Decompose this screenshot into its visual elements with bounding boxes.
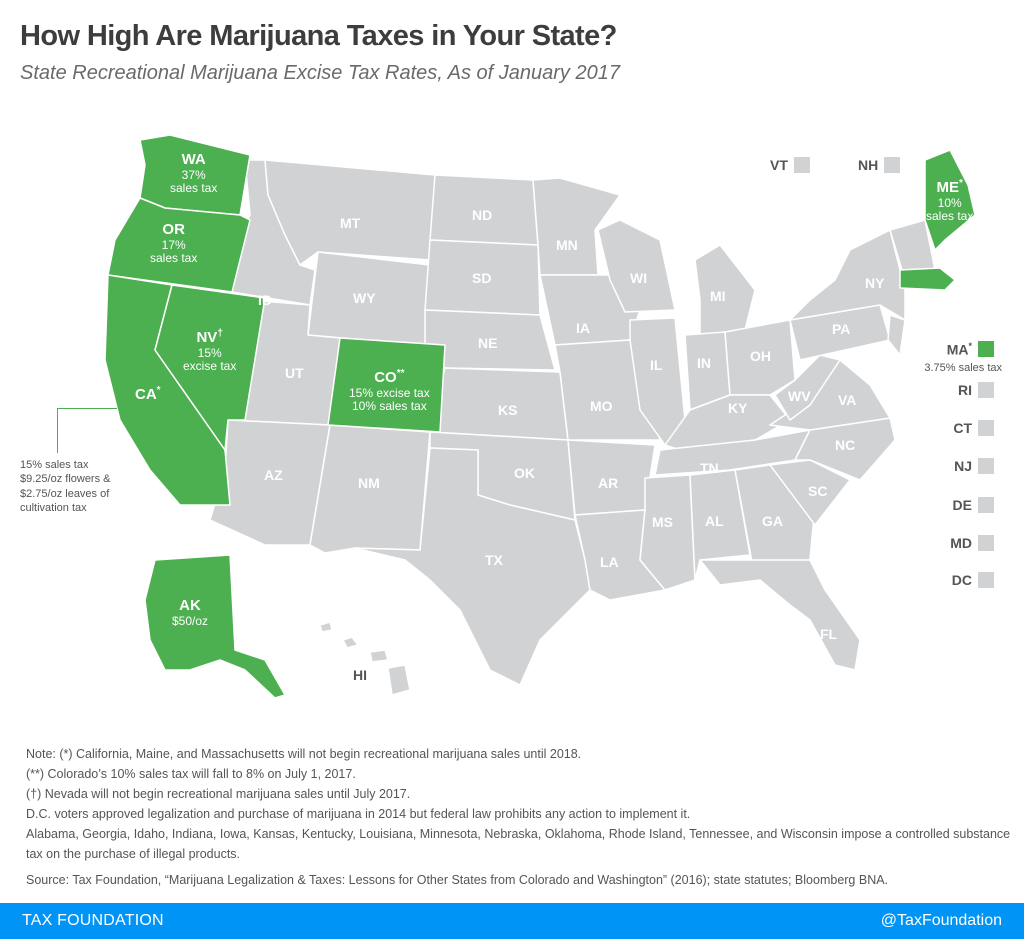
label-MO: MO [590, 398, 613, 414]
label-WY: WY [353, 290, 376, 306]
label-AR: AR [598, 475, 619, 491]
state-SC [769, 459, 851, 526]
state-NJ [887, 314, 906, 356]
swatch-MA [978, 341, 994, 358]
state-MA [899, 267, 956, 291]
label-VA: VA [838, 392, 857, 408]
swatch-CT [978, 420, 994, 436]
label-FL: FL [820, 626, 838, 642]
label-WV: WV [788, 388, 811, 404]
swatch-NJ [978, 458, 994, 474]
label-UT: UT [285, 365, 304, 381]
state-AK [144, 554, 286, 699]
twitter-handle[interactable]: @TaxFoundation [880, 912, 1002, 929]
ca-callout-line-vertical [57, 408, 58, 453]
label-OK: OK [514, 465, 535, 481]
legend-DE: DE [953, 497, 994, 513]
label-TN: TN [700, 460, 719, 476]
state-NV [154, 284, 266, 451]
legend-MD: MD [950, 535, 994, 551]
brand-name: TAX FOUNDATION [22, 912, 164, 929]
swatch-MD [978, 535, 994, 551]
label-NV: NV† 15% excise tax [183, 328, 237, 373]
note-controlled-substance: Alabama, Georgia, Idaho, Indiana, Iowa, … [26, 827, 1011, 861]
label-HI: HI [353, 667, 367, 683]
ca-callout-line [57, 408, 117, 409]
label-IL: IL [650, 357, 663, 373]
legend-VT: VT [770, 157, 810, 173]
legend-NH: NH [858, 157, 901, 173]
state-TX [354, 447, 591, 686]
swatch-NH [884, 157, 901, 173]
label-IN: IN [697, 355, 711, 371]
label-LA: LA [600, 554, 619, 570]
label-ID: ID [258, 292, 272, 308]
state-HI [319, 621, 411, 696]
state-NY [789, 229, 906, 321]
label-TX: TX [485, 552, 503, 568]
note-nv: (†) Nevada will not begin recreational m… [26, 787, 411, 801]
ca-callout: 15% sales tax $9.25/oz flowers & $2.75/o… [20, 459, 111, 514]
legend-MA: MA* [947, 341, 994, 358]
label-NY: NY [865, 275, 885, 291]
label-OR: OR 17% sales tax [150, 221, 198, 265]
source: Source: Tax Foundation, “Marijuana Legal… [26, 873, 889, 887]
state-OR [107, 197, 251, 293]
legend-DC: DC [952, 572, 994, 588]
note-ca-me-ma: Note: (*) California, Maine, and Massach… [26, 747, 582, 761]
label-MI: MI [710, 288, 726, 304]
label-NM: NM [358, 475, 380, 491]
state-CO [327, 337, 446, 433]
label-WA: WA 37% sales tax [170, 151, 218, 195]
chart-title: How High Are Marijuana Taxes in Your Sta… [20, 20, 617, 52]
label-AZ: AZ [264, 467, 283, 483]
chart-subtitle: State Recreational Marijuana Excise Tax … [20, 62, 620, 84]
state-AL [689, 469, 751, 581]
label-MS: MS [652, 514, 673, 530]
state-NE [424, 309, 556, 371]
label-ME: ME* 10% sales tax [926, 178, 974, 223]
note-dc: D.C. voters approved legalization and pu… [26, 807, 691, 821]
label-SC: SC [808, 483, 828, 499]
label-SD: SD [472, 270, 492, 286]
label-OH: OH [750, 348, 771, 364]
state-MN [532, 177, 621, 276]
state-WV [774, 354, 841, 421]
legend-RI: RI [958, 382, 994, 398]
label-ND: ND [472, 207, 493, 223]
label-KS: KS [498, 402, 518, 418]
label-CO: CO** 15% excise tax 10% sales tax [349, 368, 430, 413]
state-WI [597, 219, 676, 313]
label-IA: IA [576, 320, 590, 336]
label-KY: KY [728, 400, 748, 416]
state-OH [724, 319, 796, 396]
swatch-VT [793, 157, 810, 173]
label-NE: NE [478, 335, 498, 351]
label-CA: CA* [135, 385, 161, 403]
legend-NJ: NJ [954, 458, 994, 474]
label-MT: MT [340, 215, 361, 231]
ma-note: 3.75% sales tax [924, 362, 1002, 374]
label-GA: GA [762, 513, 783, 529]
footer-bar: TAX FOUNDATION @TaxFoundation [0, 903, 1024, 939]
label-AK: AK $50/oz [172, 597, 209, 628]
us-map: ID MT WY UT AZ NM ND SD NE KS OK TX MN I… [0, 110, 1024, 730]
swatch-RI [978, 382, 994, 398]
map-shapes [104, 134, 976, 699]
label-PA: PA [832, 321, 851, 337]
label-WI: WI [630, 270, 648, 286]
label-NC: NC [835, 437, 856, 453]
state-FL [699, 559, 861, 671]
swatch-DC [978, 572, 994, 588]
label-AL: AL [705, 513, 724, 529]
state-ME [924, 149, 976, 251]
swatch-DE [978, 497, 994, 513]
note-co: (**) Colorado’s 10% sales tax will fall … [26, 767, 356, 781]
notes: Note: (*) California, Maine, and Massach… [26, 744, 1016, 890]
legend-CT: CT [953, 420, 994, 436]
label-MN: MN [556, 237, 578, 253]
